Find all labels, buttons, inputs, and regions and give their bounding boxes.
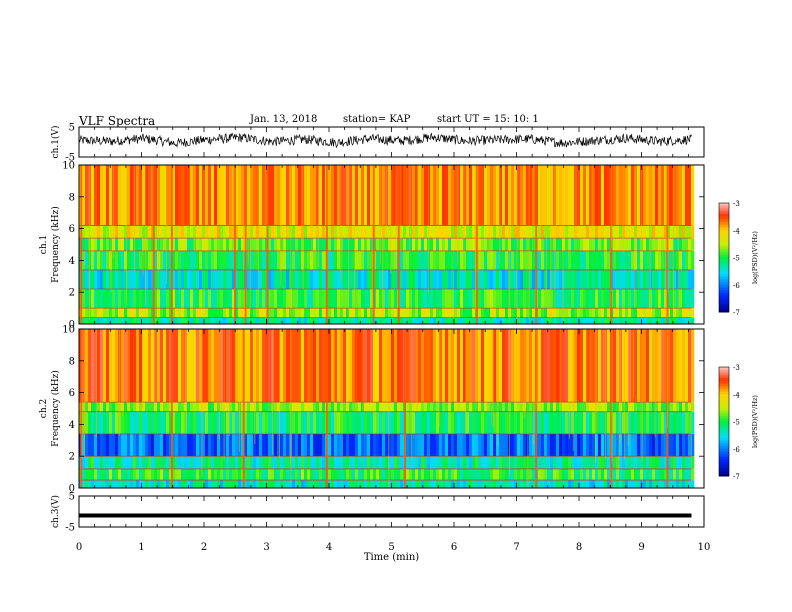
x-tick-4: 4 bbox=[326, 542, 332, 553]
ch2-spectrogram-ytick-2: 4 bbox=[69, 420, 75, 431]
ch2-spectrogram-band-6 bbox=[79, 329, 695, 403]
ch1-spectrogram-impulse-2 bbox=[170, 165, 173, 324]
ch2-spectrogram-ylabel-1: Frequency (kHz) bbox=[50, 370, 61, 447]
ch1-waveform-ytick-1: -5 bbox=[65, 153, 75, 164]
ch3-waveform: 5 -5 ch.3(V) bbox=[50, 492, 705, 534]
x-tick-7: 7 bbox=[513, 542, 519, 553]
ch2-spectrogram-impulse-1 bbox=[170, 329, 173, 488]
x-axis-label: Time (min) bbox=[364, 552, 419, 563]
ch2-spectrogram-ytick-0: 0 bbox=[69, 484, 75, 495]
ch1-spectrogram-ytick-1: 2 bbox=[69, 288, 75, 299]
ch2-spectrogram-ytick-4: 8 bbox=[69, 356, 75, 367]
ch1-spectrogram-impulse-1 bbox=[152, 165, 155, 324]
x-tick-10: 10 bbox=[698, 542, 711, 553]
ch1-waveform-trace bbox=[78, 132, 692, 149]
ch1-spectrogram-impulse-8 bbox=[397, 165, 400, 324]
ch2-spectrogram-impulse-3 bbox=[325, 329, 328, 488]
ch1-spectrogram-band-1 bbox=[79, 308, 695, 318]
ch1-spectrogram-impulse-4 bbox=[244, 165, 247, 324]
ch2-spectrogram-cbar-tick-3: -6 bbox=[733, 446, 740, 454]
ch2-spectrogram-band-5 bbox=[79, 402, 695, 412]
ch2-spectrogram-impulse-4 bbox=[404, 329, 406, 488]
ch2-spectrogram-band-3 bbox=[79, 433, 695, 457]
date-label: Jan. 13, 2018 bbox=[250, 114, 318, 125]
ch3-waveform-ytick-1: -5 bbox=[65, 523, 75, 534]
ch2-spectrogram-impulse-0 bbox=[80, 329, 83, 488]
x-tick-2: 2 bbox=[201, 542, 207, 553]
ch1-spectrogram-ytick-5: 10 bbox=[62, 161, 75, 172]
chart-title: VLF Spectra bbox=[79, 114, 156, 128]
ch1-waveform: 5 -5 ch.1(V) bbox=[50, 123, 705, 164]
ch2-spectrogram-ytick-3: 6 bbox=[69, 388, 75, 399]
ch1-spectrogram-cbar-tick-2: -5 bbox=[733, 255, 740, 263]
ch1-spectrogram-cbar-tick-1: -4 bbox=[733, 227, 740, 235]
x-tick-3: 3 bbox=[263, 542, 269, 553]
ch1-spectrogram-ytick-4: 8 bbox=[69, 192, 75, 203]
ch2-spectrogram-band-2 bbox=[79, 456, 695, 469]
x-tick-6: 6 bbox=[451, 542, 457, 553]
station-label: station= KAP bbox=[343, 114, 411, 125]
x-tick-1: 1 bbox=[138, 542, 144, 553]
ch2-spectrogram-impulse-6 bbox=[610, 329, 613, 488]
ch1-spectrogram-impulse-12 bbox=[666, 165, 669, 324]
ch2-spectrogram-ylabel-0: ch.2 bbox=[39, 399, 49, 418]
start-time-label: start UT = 15: 10: 1 bbox=[437, 114, 539, 125]
ch2-spectrogram-cbar-tick-2: -5 bbox=[733, 419, 740, 427]
ch2-spectrogram-impulse-5 bbox=[535, 329, 538, 488]
ch1-spectrogram-cbar-tick-3: -6 bbox=[733, 282, 740, 290]
ch1-spectrogram-impulse-6 bbox=[325, 165, 328, 324]
ch1-spectrogram-ytick-0: 0 bbox=[69, 320, 75, 331]
ch1-spectrogram-ylabel-0: ch.1 bbox=[39, 235, 49, 254]
ch1-spectrogram-impulse-5 bbox=[266, 165, 269, 324]
ch2-spectrogram-cbar-tick-4: -7 bbox=[733, 473, 740, 481]
ch3-waveform-ylabel-0: ch.3(V) bbox=[50, 495, 61, 528]
ch1-spectrogram-band-3 bbox=[79, 269, 695, 290]
ch2-spectrogram-band-1 bbox=[79, 468, 695, 481]
ch1-spectrogram-impulse-7 bbox=[372, 165, 375, 324]
ch1-spectrogram-ylabel-1: Frequency (kHz) bbox=[50, 206, 61, 283]
ch1-spectrogram-colorbar: -3 -4 -5 -6 -7 log(PSD)(V²/Hz) bbox=[718, 200, 759, 317]
ch2-spectrogram: 0 2 4 6 8 10 ch.2 Frequency (kHz) bbox=[39, 325, 705, 495]
ch1-spectrogram-impulse-0 bbox=[80, 165, 83, 324]
ch1-spectrogram-cbar-tick-4: -7 bbox=[733, 309, 740, 317]
ch2-spectrogram-ytick-1: 2 bbox=[69, 452, 75, 463]
x-axis: 0 1 2 3 4 5 6 7 8 9 10 Time (min) bbox=[76, 542, 711, 563]
ch1-waveform-ytick-0: 5 bbox=[69, 123, 75, 134]
ch2-spectrogram-ytick-5: 10 bbox=[62, 325, 75, 336]
x-tick-5: 5 bbox=[388, 542, 394, 553]
ch1-waveform-ylabel-0: ch.1(V) bbox=[50, 126, 61, 159]
ch1-spectrogram-impulse-3 bbox=[234, 165, 236, 324]
ch3-waveform-ytick-0: 5 bbox=[69, 492, 75, 503]
ch1-spectrogram-impulse-9 bbox=[475, 165, 478, 324]
ch1-spectrogram-cbar-tick-0: -3 bbox=[733, 200, 740, 208]
ch1-spectrogram-ytick-3: 6 bbox=[69, 224, 75, 235]
x-tick-9: 9 bbox=[638, 542, 644, 553]
x-tick-8: 8 bbox=[576, 542, 582, 553]
ch2-spectrogram-colorbar: -3 -4 -5 -6 -7 log(PSD)(V²/Hz) bbox=[718, 364, 759, 481]
ch1-spectrogram-impulse-10 bbox=[535, 165, 538, 324]
ch1-spectrogram-band-4 bbox=[79, 250, 695, 270]
ch1-spectrogram-cbar-label: log(PSD)(V²/Hz) bbox=[751, 231, 759, 284]
ch2-spectrogram-cbar-label: log(PSD)(V²/Hz) bbox=[751, 395, 759, 448]
ch1-spectrogram-band-0 bbox=[79, 317, 695, 324]
ch2-spectrogram-cbar-tick-0: -3 bbox=[733, 364, 740, 372]
ch2-spectrogram-cbar-tick-1: -4 bbox=[733, 391, 740, 399]
x-tick-0: 0 bbox=[76, 542, 82, 553]
ch2-spectrogram-impulse-2 bbox=[242, 329, 245, 488]
ch1-spectrogram-ytick-2: 4 bbox=[69, 256, 75, 267]
ch1-spectrogram: 0 2 4 6 8 10 ch.1 Frequency (kHz) bbox=[39, 161, 705, 331]
